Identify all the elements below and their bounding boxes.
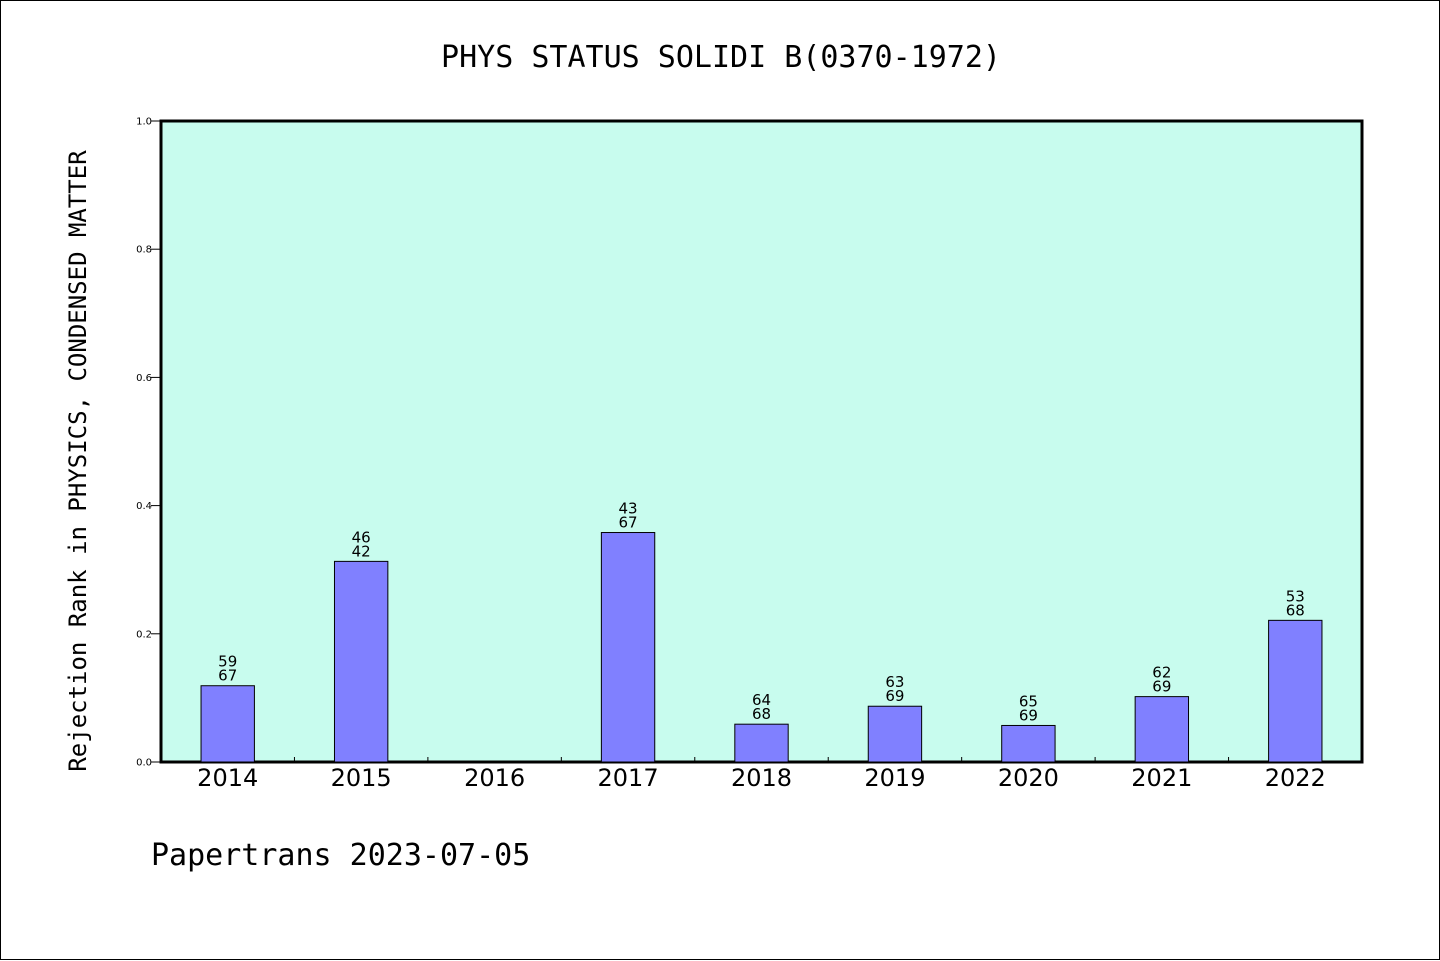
bar-2022 <box>1268 619 1323 763</box>
y-tick-label: 0.6 <box>136 373 152 384</box>
x-tick-label-2014: 2014 <box>197 764 258 792</box>
x-tick-label-2019: 2019 <box>864 764 925 792</box>
bar-label-2022-line1: 53 <box>1286 587 1305 605</box>
bar-label-2019-line2: 69 <box>885 687 904 705</box>
bar-2014 <box>200 685 255 763</box>
bar-label-2014-line1: 59 <box>218 653 237 671</box>
bar-2015 <box>333 560 389 763</box>
y-tick-label: 0.4 <box>136 501 152 512</box>
bar-label-2015-line2: 42 <box>352 542 371 560</box>
y-tick-label: 1.0 <box>136 117 152 128</box>
x-tick-label-2018: 2018 <box>731 764 792 792</box>
x-tick-label-2020: 2020 <box>998 764 1059 792</box>
bar-label-2015-line1: 46 <box>352 528 371 546</box>
bar-label-2019-line1: 63 <box>885 673 904 691</box>
bar-label-2018-line1: 64 <box>752 691 771 709</box>
x-tick-label-2021: 2021 <box>1131 764 1192 792</box>
bar-label-2018-line2: 68 <box>752 705 771 723</box>
bar-label-2021-line1: 62 <box>1152 664 1171 682</box>
chart-title: PHYS STATUS SOLIDI B(0370-1972) <box>441 40 1001 75</box>
x-tick-label-2022: 2022 <box>1265 764 1326 792</box>
x-tick-label-2017: 2017 <box>598 764 659 792</box>
y-tick-label: 0.2 <box>136 629 152 640</box>
bar-2018 <box>734 723 789 763</box>
bar-label-2020-line1: 65 <box>1019 692 1038 710</box>
bar-2020 <box>1001 724 1056 763</box>
bar-2021 <box>1134 696 1190 763</box>
y-axis: 0.0 0.2 0.4 0.6 0.8 1.0 <box>136 117 161 769</box>
bar-label-2020-line2: 69 <box>1019 706 1038 724</box>
bar-2019 <box>867 705 923 763</box>
y-axis-label: Rejection Rank in PHYSICS, CONDENSED MAT… <box>64 150 92 772</box>
x-tick-label-2016: 2016 <box>464 764 525 792</box>
bar-label-2022-line2: 68 <box>1286 601 1305 619</box>
bar-label-2017-line1: 43 <box>619 500 638 518</box>
footer-text: Papertrans 2023-07-05 <box>151 838 530 873</box>
bar-label-2021-line2: 69 <box>1152 678 1171 696</box>
y-tick-label: 0.0 <box>136 758 152 769</box>
bars-layer <box>200 532 1323 763</box>
bar-2017 <box>600 532 656 763</box>
y-tick-label: 0.8 <box>136 245 152 256</box>
bar-label-2014-line2: 67 <box>218 667 237 685</box>
x-axis: 2014 2015 2016 2017 2018 2019 2020 2021 2022 <box>197 757 1326 792</box>
bar-label-2017-line2: 67 <box>619 514 638 532</box>
x-tick-label-2015: 2015 <box>331 764 392 792</box>
